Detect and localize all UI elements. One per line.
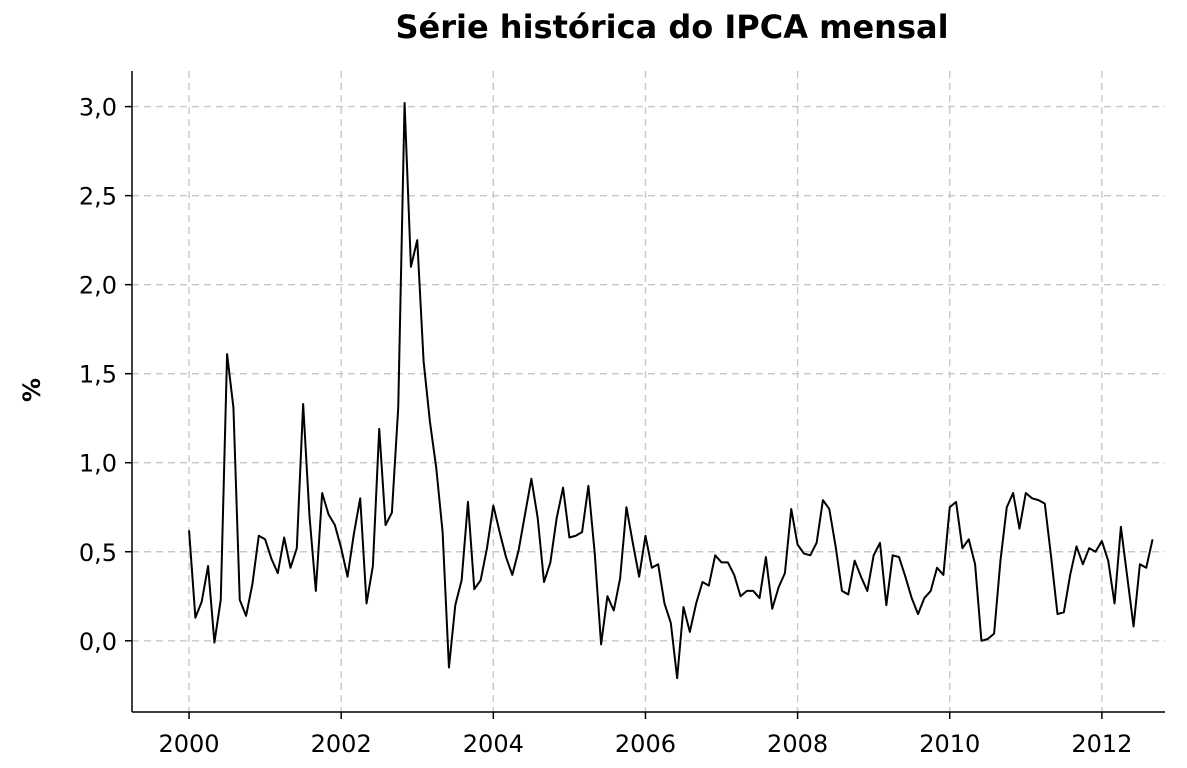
x-tick-label: 2012 [1071, 730, 1132, 758]
y-tick-label: 1,5 [79, 361, 117, 389]
x-tick-label: 2004 [463, 730, 524, 758]
tick-labels: 0,0 0,5 1,0 1,5 2,0 2,5 3,0 2000 2002 2004 2006 200… [79, 94, 1133, 758]
grid [132, 71, 1165, 712]
y-tick-label: 0,5 [79, 539, 117, 567]
x-tick-label: 2000 [159, 730, 220, 758]
chart-title: Série histórica do IPCA mensal [395, 8, 948, 46]
y-tick-label: 1,0 [79, 450, 117, 478]
series [188, 102, 1154, 680]
y-tick-label: 0,0 [79, 628, 117, 656]
series-line-0 [188, 102, 1154, 680]
y-tick-label: 2,0 [79, 272, 117, 300]
x-tick-label: 2010 [919, 730, 980, 758]
y-tick-label: 2,5 [79, 183, 117, 211]
y-axis-label: % [18, 378, 46, 402]
x-tick-label: 2008 [767, 730, 828, 758]
axes [131, 71, 1165, 713]
y-tick-label: 3,0 [79, 94, 117, 122]
x-tick-label: 2006 [615, 730, 676, 758]
x-tick-label: 2002 [311, 730, 372, 758]
